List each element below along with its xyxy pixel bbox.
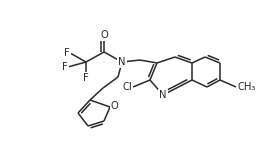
Text: Cl: Cl [122,82,132,92]
Text: F: F [62,62,68,72]
Text: F: F [83,73,89,83]
Text: N: N [159,90,167,100]
Text: O: O [100,30,108,40]
Text: O: O [111,101,119,111]
Text: N: N [118,57,126,67]
Text: F: F [64,48,70,58]
Text: CH₃: CH₃ [238,82,256,92]
